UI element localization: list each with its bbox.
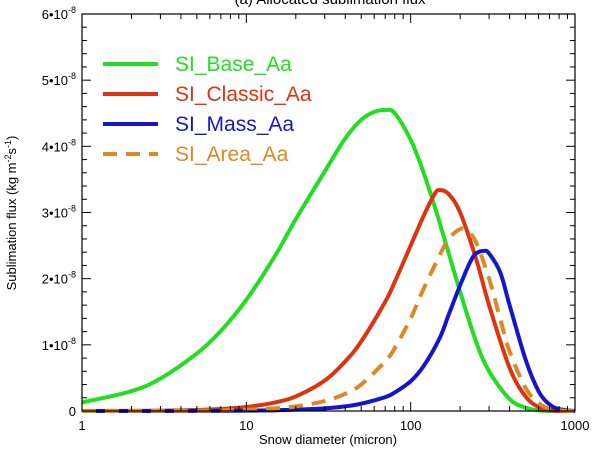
legend: SI_Base_Aa SI_Classic_Aa SI_Mass_Aa SI_Area… — [103, 53, 312, 166]
x-tick-label: 1000 — [561, 418, 590, 433]
y-tick-label: 0 — [69, 404, 76, 419]
y-tick-label: 5•10-8 — [42, 71, 76, 88]
legend-label: SI_Base_Aa — [175, 53, 292, 76]
plot-frame — [81, 13, 576, 412]
y-axis: 0 1•10-8 2•10-8 3•10-8 4•10-8 5•10-8 6•10-8 — [42, 5, 575, 419]
y-tick-label: 2•10-8 — [42, 270, 76, 287]
y-tick-label: 4•10-8 — [42, 137, 76, 154]
y-tick-label: 3•10-8 — [42, 204, 76, 221]
chart-title: (a) Allocated sublimation flux — [235, 0, 426, 8]
legend-label: SI_Area_Aa — [175, 143, 289, 166]
series-line-si-base-aa — [81, 107, 575, 414]
legend-label: SI_Classic_Aa — [175, 83, 312, 106]
y-tick-label: 6•10-8 — [42, 5, 76, 22]
legend-label: SI_Mass_Aa — [175, 113, 294, 136]
x-tick-label: 10 — [239, 418, 253, 433]
x-axis: 1 10 100 1000 — [78, 14, 589, 433]
x-tick-label: 100 — [400, 418, 422, 433]
y-axis-title: Sublimation flux (kg m-2s-1) — [3, 136, 19, 291]
x-tick-label: 1 — [78, 418, 85, 433]
y-tick-label: 1•10-8 — [42, 336, 76, 353]
x-axis-title: Snow diameter (micron) — [259, 432, 397, 447]
series-line-si-area-aa — [81, 226, 576, 413]
series-line-si-classic-aa — [81, 187, 576, 414]
